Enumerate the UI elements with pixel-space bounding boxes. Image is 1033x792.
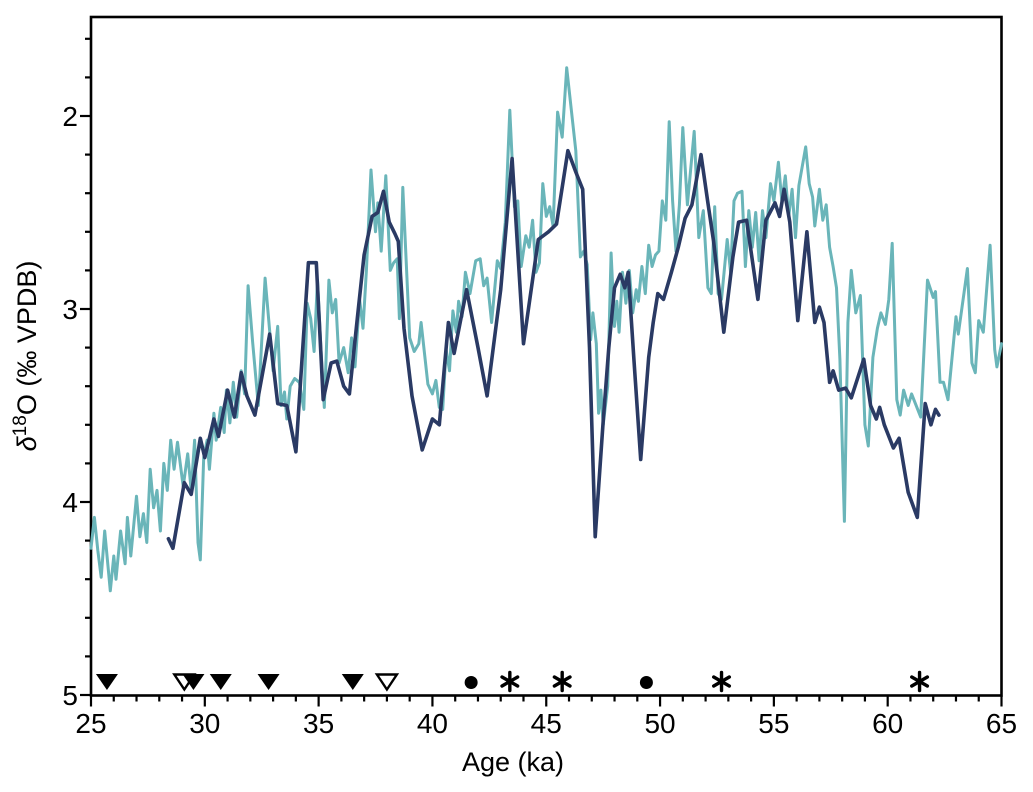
asterisk-arm — [712, 675, 732, 688]
filled-triangle-marker — [257, 673, 280, 690]
event-markers — [95, 670, 930, 693]
x-tick-label: 50 — [644, 708, 675, 739]
asterisk-arm — [500, 675, 520, 688]
y-tick-label: 5 — [62, 680, 78, 711]
x-tick-label: 40 — [417, 708, 448, 739]
asterisk-marker — [910, 670, 930, 693]
x-tick-label: 55 — [758, 708, 789, 739]
filled-circle-marker — [639, 675, 653, 689]
plot-border — [89, 15, 1003, 697]
filled-circle-marker — [464, 675, 478, 689]
navy-low-resolution-record-line — [166, 148, 941, 551]
asterisk-marker — [500, 670, 520, 693]
y-tick-label: 3 — [62, 294, 78, 325]
filled-triangle-marker — [95, 673, 118, 690]
data-series — [89, 66, 1003, 593]
y-tick-label: 2 — [62, 101, 78, 132]
x-tick-label: 65 — [986, 708, 1017, 739]
filled-triangle-marker — [341, 673, 364, 690]
axis-ticks — [80, 37, 1003, 707]
x-tick-label: 25 — [75, 708, 106, 739]
filled-triangle-marker — [209, 673, 232, 690]
asterisk-marker — [552, 670, 572, 693]
asterisk-marker — [712, 670, 732, 693]
x-tick-label: 45 — [531, 708, 562, 739]
asterisk-arm — [552, 675, 572, 688]
y-axis-label-superscript: 18 — [10, 415, 31, 436]
teal-high-resolution-record-line — [89, 66, 1003, 593]
x-tick-label: 35 — [303, 708, 334, 739]
x-axis-label: Age (ka) — [462, 747, 564, 777]
y-axis-label-delta: δ — [12, 435, 42, 451]
x-tick-label: 30 — [189, 708, 220, 739]
y-tick-label: 4 — [62, 487, 78, 518]
x-tick-label: 60 — [872, 708, 903, 739]
filled-triangle-marker — [182, 673, 205, 690]
y-axis-label-rest: O (‰ VPDB) — [12, 261, 42, 416]
y-axis-label: δ18O (‰ VPDB) — [10, 261, 42, 452]
open-triangle-marker — [374, 673, 400, 692]
asterisk-arm — [910, 675, 930, 688]
